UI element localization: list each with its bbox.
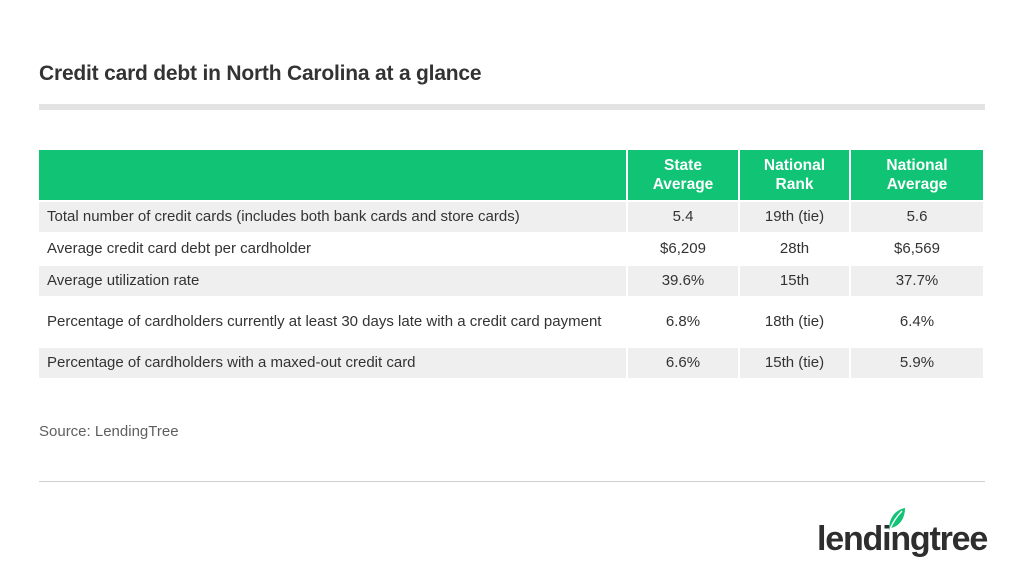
row-label: Percentage of cardholders currently at l… bbox=[39, 296, 626, 346]
lendingtree-logo: lendingtree bbox=[817, 506, 988, 566]
credit-card-debt-table: State Average National Rank National Ave… bbox=[39, 150, 983, 378]
row-label: Average utilization rate bbox=[39, 264, 626, 296]
state-average-cell: 39.6% bbox=[626, 264, 738, 296]
state-average-cell: 6.8% bbox=[626, 296, 738, 346]
data-table-container: State Average National Rank National Ave… bbox=[39, 150, 983, 378]
leaf-icon bbox=[889, 508, 905, 530]
national-rank-cell: 15th (tie) bbox=[738, 346, 849, 378]
national-rank-cell: 15th bbox=[738, 264, 849, 296]
national-average-cell: 5.9% bbox=[849, 346, 983, 378]
footer-divider bbox=[39, 481, 985, 482]
state-average-cell: 5.4 bbox=[626, 200, 738, 232]
table-header-row: State Average National Rank National Ave… bbox=[39, 150, 983, 200]
table-row: Average credit card debt per cardholder … bbox=[39, 232, 983, 264]
row-label: Average credit card debt per cardholder bbox=[39, 232, 626, 264]
national-average-cell: 6.4% bbox=[849, 296, 983, 346]
source-note: Source: LendingTree bbox=[39, 423, 179, 440]
row-label: Percentage of cardholders with a maxed-o… bbox=[39, 346, 626, 378]
state-average-cell: $6,209 bbox=[626, 232, 738, 264]
national-rank-cell: 28th bbox=[738, 232, 849, 264]
table-row: Total number of credit cards (includes b… bbox=[39, 200, 983, 232]
national-average-cell: $6,569 bbox=[849, 232, 983, 264]
national-average-cell: 5.6 bbox=[849, 200, 983, 232]
header-national-rank: National Rank bbox=[738, 150, 849, 200]
header-state-average: State Average bbox=[626, 150, 738, 200]
logo-wordmark: lendingtree bbox=[817, 520, 988, 558]
title-divider bbox=[39, 104, 985, 110]
table-row: Average utilization rate 39.6% 15th 37.7… bbox=[39, 264, 983, 296]
national-rank-cell: 18th (tie) bbox=[738, 296, 849, 346]
state-average-cell: 6.6% bbox=[626, 346, 738, 378]
national-rank-cell: 19th (tie) bbox=[738, 200, 849, 232]
table-row: Percentage of cardholders with a maxed-o… bbox=[39, 346, 983, 378]
national-average-cell: 37.7% bbox=[849, 264, 983, 296]
header-metric bbox=[39, 150, 626, 200]
page-title: Credit card debt in North Carolina at a … bbox=[39, 62, 482, 85]
header-national-average: National Average bbox=[849, 150, 983, 200]
table-row: Percentage of cardholders currently at l… bbox=[39, 296, 983, 346]
row-label: Total number of credit cards (includes b… bbox=[39, 200, 626, 232]
